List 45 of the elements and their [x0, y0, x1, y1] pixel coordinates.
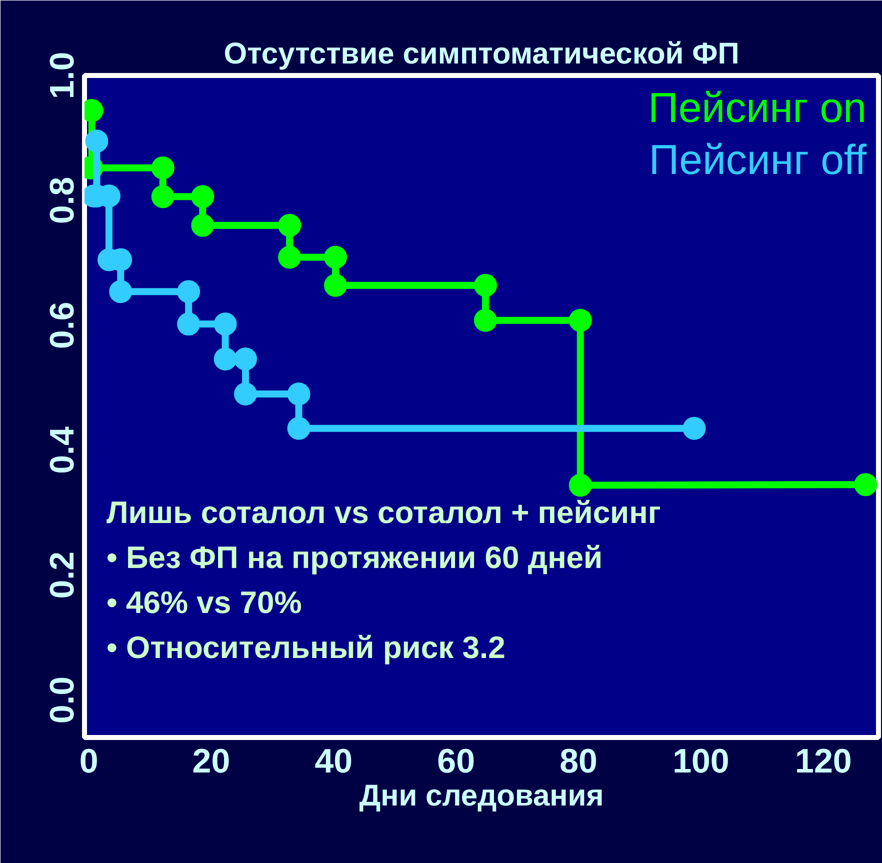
point — [109, 280, 132, 304]
x-tick-label: 40 — [314, 742, 353, 780]
annotation: Лишь соталол vs соталол + пейсинг — [106, 495, 661, 530]
point — [278, 214, 302, 237]
x-axis-title: Дни следования — [359, 780, 604, 812]
x-tick-label: 120 — [795, 742, 852, 780]
y-tick-label: 0.4 — [44, 426, 82, 474]
y-tick-label: 0.8 — [44, 176, 82, 224]
point — [682, 416, 706, 440]
point — [177, 312, 200, 336]
annotation: • Без ФП на протяжении 60 дней — [106, 540, 603, 575]
point — [854, 473, 878, 496]
point — [474, 308, 497, 332]
x-tick-label: 20 — [192, 742, 230, 780]
point — [177, 280, 200, 304]
x-tick-label: 80 — [560, 742, 598, 780]
point — [151, 185, 174, 208]
point — [234, 348, 258, 371]
x-tick-label: 0 — [79, 742, 98, 780]
y-tick-label: 0.6 — [44, 302, 82, 349]
y-tick-label: 1.0 — [44, 52, 82, 100]
text: Пейсинг on — [648, 84, 867, 131]
chart-title: Отсутствие симптоматической ФП — [224, 38, 740, 70]
y-tick-label: 0.0 — [44, 676, 82, 724]
point — [191, 214, 214, 237]
x-tick-label: 60 — [437, 742, 476, 780]
point — [191, 185, 214, 208]
text: Пейсинг off — [648, 136, 867, 183]
point — [234, 382, 258, 406]
point — [151, 156, 174, 180]
point — [214, 348, 237, 371]
x-tick-label: 100 — [672, 742, 730, 780]
point — [568, 474, 592, 497]
point — [324, 246, 347, 269]
point — [287, 416, 310, 440]
point — [214, 312, 237, 336]
point — [85, 130, 108, 153]
annotation: • 46% vs 70% — [106, 585, 302, 620]
annotation: • Относительный риск 3.2 — [106, 630, 506, 665]
y-tick-label: 0.2 — [44, 551, 82, 599]
point — [278, 246, 302, 269]
point — [324, 274, 347, 297]
point — [568, 308, 592, 332]
point — [287, 382, 310, 406]
point — [474, 274, 497, 297]
